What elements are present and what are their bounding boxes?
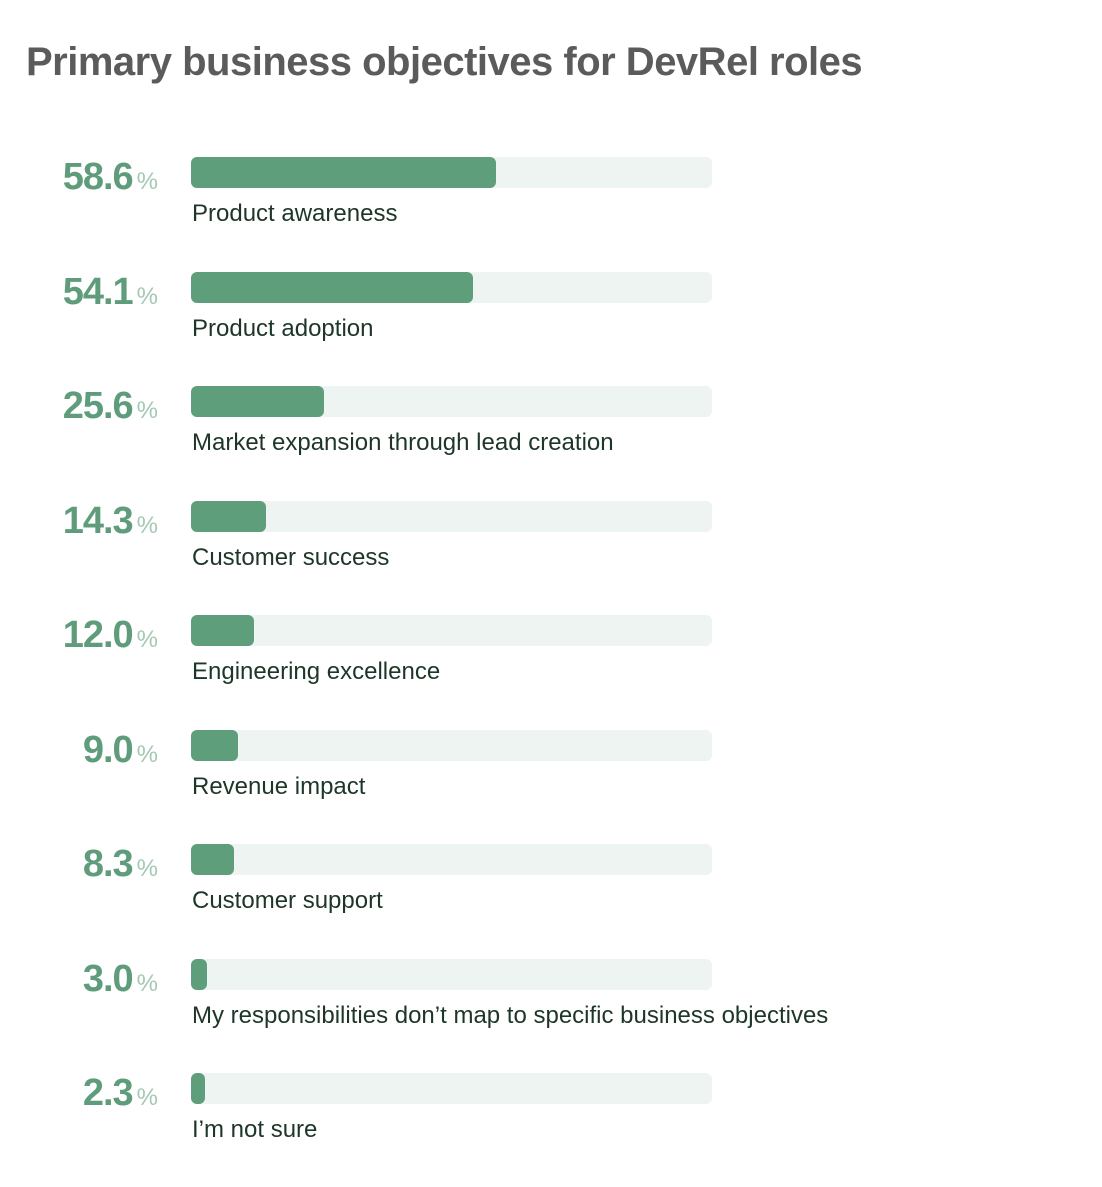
value-label: 14.3% xyxy=(62,499,158,542)
bar xyxy=(191,500,266,532)
bar-track xyxy=(191,386,712,417)
bar-track xyxy=(191,157,712,188)
value-label: 3.0% xyxy=(82,957,158,1000)
category-label: My responsibilities don’t map to specifi… xyxy=(192,1001,829,1029)
value-number: 58.6 xyxy=(62,156,134,198)
value-label: 58.6% xyxy=(62,156,158,198)
value-label: 54.1% xyxy=(62,270,158,313)
percent-sign: % xyxy=(136,397,158,424)
bar-track xyxy=(191,729,712,761)
bar xyxy=(191,1073,205,1104)
bar-track xyxy=(191,844,712,875)
category-label: I’m not sure xyxy=(192,1116,318,1143)
category-label: Customer support xyxy=(192,887,383,914)
category-label: Engineering excellence xyxy=(192,658,441,685)
category-label: Market expansion through lead creation xyxy=(192,429,614,456)
bar-row: 2.3% I’m not sure xyxy=(0,1072,1102,1187)
value-label: 12.0% xyxy=(62,614,158,656)
category-label: Product awareness xyxy=(192,200,398,227)
percent-sign: % xyxy=(136,626,158,653)
value-label: 25.6% xyxy=(62,385,158,427)
value-label: 9.0% xyxy=(82,728,158,771)
value-number: 54.1 xyxy=(62,270,134,313)
bar xyxy=(191,844,235,875)
percent-sign: % xyxy=(136,969,158,997)
bar-row: 25.6% Market expansion through lead creat… xyxy=(0,385,1102,500)
bar xyxy=(191,615,254,646)
value-number: 2.3 xyxy=(82,1072,134,1114)
bar xyxy=(191,958,207,990)
category-label: Revenue impact xyxy=(192,772,366,800)
bar-track xyxy=(191,271,712,303)
bar-row: 3.0% My responsibilities don’t map to spe… xyxy=(0,958,1102,1073)
percent-sign: % xyxy=(136,282,158,310)
category-label: Customer success xyxy=(192,543,390,571)
bar-row: 8.3% Customer support xyxy=(0,843,1102,958)
bar-track xyxy=(191,500,712,532)
bar-row: 58.6% Product awareness xyxy=(0,156,1102,271)
bar-track xyxy=(191,1073,712,1104)
value-label: 8.3% xyxy=(82,843,158,885)
value-number: 14.3 xyxy=(62,499,134,542)
percent-sign: % xyxy=(136,855,158,882)
bar xyxy=(191,386,325,417)
bar-row: 14.3% Customer success xyxy=(0,500,1102,615)
bar xyxy=(191,271,473,303)
percent-sign: % xyxy=(136,740,158,768)
bar-track xyxy=(191,958,712,990)
percent-sign: % xyxy=(136,168,158,195)
bar-row: 54.1% Product adoption xyxy=(0,271,1102,386)
chart-title: Primary business objectives for DevRel r… xyxy=(26,40,863,84)
value-number: 25.6 xyxy=(62,385,134,427)
percent-sign: % xyxy=(136,511,158,539)
bar-row: 12.0% Engineering excellence xyxy=(0,614,1102,729)
bar xyxy=(191,729,238,761)
category-label: Product adoption xyxy=(192,314,374,342)
percent-sign: % xyxy=(136,1084,158,1111)
value-number: 8.3 xyxy=(82,843,134,885)
bar-track xyxy=(191,615,712,646)
value-number: 12.0 xyxy=(62,614,134,656)
bar xyxy=(191,157,497,188)
bar-rows: 58.6% Product awareness 54.1% Product adopt… xyxy=(0,156,1102,1187)
value-number: 9.0 xyxy=(82,728,134,771)
value-number: 3.0 xyxy=(82,957,134,1000)
value-label: 2.3% xyxy=(82,1072,158,1114)
bar-row: 9.0% Revenue impact xyxy=(0,729,1102,844)
